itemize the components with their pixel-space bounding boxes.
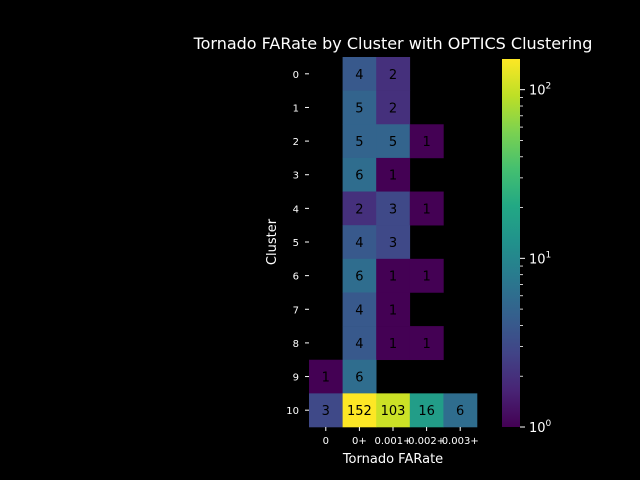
- cell-value-label: 4: [355, 337, 363, 352]
- cell-value-label: 6: [355, 270, 363, 285]
- heatmap-cell: [376, 90, 411, 125]
- colorbar-tick-label: 102: [529, 82, 551, 99]
- colorbar-ticks: 100 101 102: [520, 82, 552, 436]
- cell-value-label: 1: [422, 202, 430, 217]
- y-tick-label: 5: [293, 238, 299, 249]
- heatmap-cell: [342, 57, 377, 91]
- cell-value-label: 3: [389, 202, 397, 217]
- y-tick-label: 10: [286, 406, 299, 417]
- heatmap-cell: [342, 393, 377, 428]
- heatmap-cell: [342, 90, 377, 125]
- x-tick-label: 0.003+: [442, 436, 479, 447]
- y-tick-label: 7: [293, 305, 299, 316]
- heatmap-cell: [376, 292, 411, 327]
- cell-value-label: 1: [422, 135, 430, 150]
- heatmap-cell: [376, 157, 411, 192]
- heatmap-cell: [342, 191, 377, 226]
- y-tick-label: 1: [293, 103, 299, 114]
- cell-value-label: 4: [355, 236, 363, 251]
- cell-value-label: 1: [389, 169, 397, 184]
- heatmap-cell: [409, 326, 444, 361]
- cell-value-label: 3: [389, 236, 397, 251]
- cell-value-label: 1: [422, 337, 430, 352]
- cell-value-label: 4: [355, 303, 363, 318]
- cell-value-label: 2: [389, 101, 397, 116]
- cell-value-label: 6: [355, 371, 363, 386]
- heatmap-cell: [342, 258, 377, 293]
- heatmap-cell: [376, 191, 411, 226]
- heatmap-cell: [342, 359, 377, 394]
- cell-value-label: 103: [381, 404, 406, 419]
- heatmap-cell: [409, 258, 444, 293]
- cell-value-label: 5: [355, 101, 363, 116]
- y-axis-label: Cluster: [265, 218, 280, 265]
- cell-value-label: 2: [389, 68, 397, 83]
- heatmap-cell: [309, 359, 343, 394]
- cell-value-label: 4: [355, 68, 363, 83]
- colorbar-tick-label: 101: [529, 250, 551, 267]
- cell-value-label: 152: [347, 404, 372, 419]
- heatmap-cells: [309, 57, 478, 428]
- cell-value-label: 1: [389, 337, 397, 352]
- heatmap-cell: [409, 393, 444, 428]
- cell-labels: 4 25 25 5 16 12 3 14 36 1 14 14 1 11 63 152 103 16 6: [322, 68, 465, 419]
- cell-value-label: 5: [389, 135, 397, 150]
- heatmap-cell: [342, 225, 377, 260]
- heatmap-cell: [342, 326, 377, 361]
- cell-value-label: 6: [355, 169, 363, 184]
- x-tick-label: 0: [323, 436, 329, 447]
- heatmap-cell: [376, 326, 411, 361]
- y-tick-label: 6: [293, 272, 299, 283]
- heatmap-cell: [409, 124, 444, 159]
- heatmap-cell: [376, 258, 411, 293]
- heatmap-cell: [443, 393, 478, 428]
- cell-value-label: 1: [422, 270, 430, 285]
- y-tick-label: 3: [293, 171, 299, 182]
- heatmap-cell: [342, 292, 377, 327]
- y-tick-label: 8: [293, 339, 299, 350]
- x-tick-label: 0+: [352, 436, 367, 447]
- heatmap-cell: [342, 157, 377, 192]
- cell-value-label: 6: [456, 404, 464, 419]
- heatmap-cell: [309, 393, 343, 428]
- cell-value-label: 16: [418, 404, 435, 419]
- cell-value-label: 2: [355, 202, 363, 217]
- colorbar: [502, 59, 520, 427]
- heatmap-cell: [342, 124, 377, 159]
- x-tick-label: 0.001+: [374, 436, 411, 447]
- y-tick-label: 4: [293, 204, 299, 215]
- chart-title: Tornado FARate by Cluster with OPTICS Cl…: [193, 34, 593, 53]
- cell-value-label: 5: [355, 135, 363, 150]
- heatmap-cell: [376, 393, 411, 428]
- y-tick-label: 2: [293, 137, 299, 148]
- cell-value-label: 1: [389, 270, 397, 285]
- cell-value-label: 3: [322, 404, 330, 419]
- heatmap-cell: [376, 57, 411, 91]
- heatmap-cell: [376, 124, 411, 159]
- heatmap-cell: [409, 191, 444, 226]
- colorbar-tick-label: 100: [529, 419, 552, 436]
- cell-value-label: 1: [389, 303, 397, 318]
- y-tick-label: 0: [293, 70, 299, 81]
- cell-value-label: 1: [322, 371, 330, 386]
- heatmap-cell: [376, 225, 411, 260]
- x-axis-label: Tornado FARate: [342, 452, 443, 467]
- x-axis: 0 0+ 0.001+0.002+0.003+: [323, 427, 479, 447]
- x-tick-label: 0.002+: [408, 436, 445, 447]
- y-axis: 0 1 2 3 4 5 6 7 8 9 10: [286, 70, 309, 417]
- y-tick-label: 9: [293, 373, 299, 384]
